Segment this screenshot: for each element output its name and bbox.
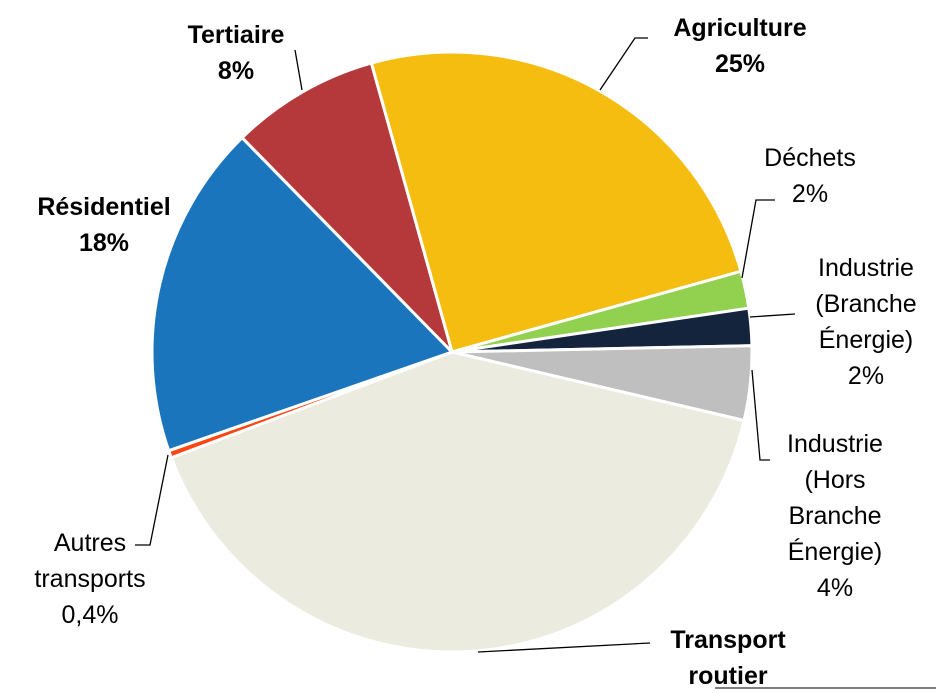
value-label: 2% [847, 362, 885, 390]
leader-line [599, 37, 648, 91]
slice-label: Tertiaire 8% [161, 17, 311, 89]
category-label: Industrie (Branche Énergie) [815, 254, 917, 354]
slice-label: Industrie (Hors Branche Énergie) 4% [775, 426, 895, 606]
value-label: 8% [217, 57, 255, 85]
slice-label: Résidentiel 18% [9, 189, 199, 261]
leader-line [135, 454, 169, 546]
leader-line [477, 642, 651, 653]
leader-line [751, 369, 770, 461]
slice-label: Industrie (Branche Énergie) 2% [801, 250, 931, 394]
leader-line [741, 199, 775, 279]
slice-label: Déchets 2% [735, 140, 885, 212]
value-label: 0,4% [61, 601, 119, 629]
category-label: Autres transports [34, 529, 146, 593]
value-label: 2% [791, 180, 829, 208]
leader-line [294, 49, 303, 91]
slice-label: Transport routier [643, 622, 813, 693]
category-label: Transport routier [670, 626, 786, 690]
slice-label: Agriculture 25% [640, 10, 840, 82]
pie-slice [150, 135, 455, 453]
category-label: Industrie (Hors Branche Énergie) [787, 430, 883, 566]
category-label: Tertiaire [187, 21, 285, 49]
category-label: Résidentiel [37, 193, 171, 221]
leader-line [749, 313, 796, 318]
pie-slice [239, 61, 454, 354]
slice-label: Autres transports 0,4% [25, 525, 155, 633]
value-label: 18% [78, 229, 130, 257]
value-label: 4% [816, 574, 854, 602]
pie-slice [169, 350, 746, 654]
pie-slice [369, 50, 743, 354]
value-label: 25% [714, 50, 766, 78]
category-label: Agriculture [673, 14, 807, 42]
category-label: Déchets [764, 144, 856, 172]
